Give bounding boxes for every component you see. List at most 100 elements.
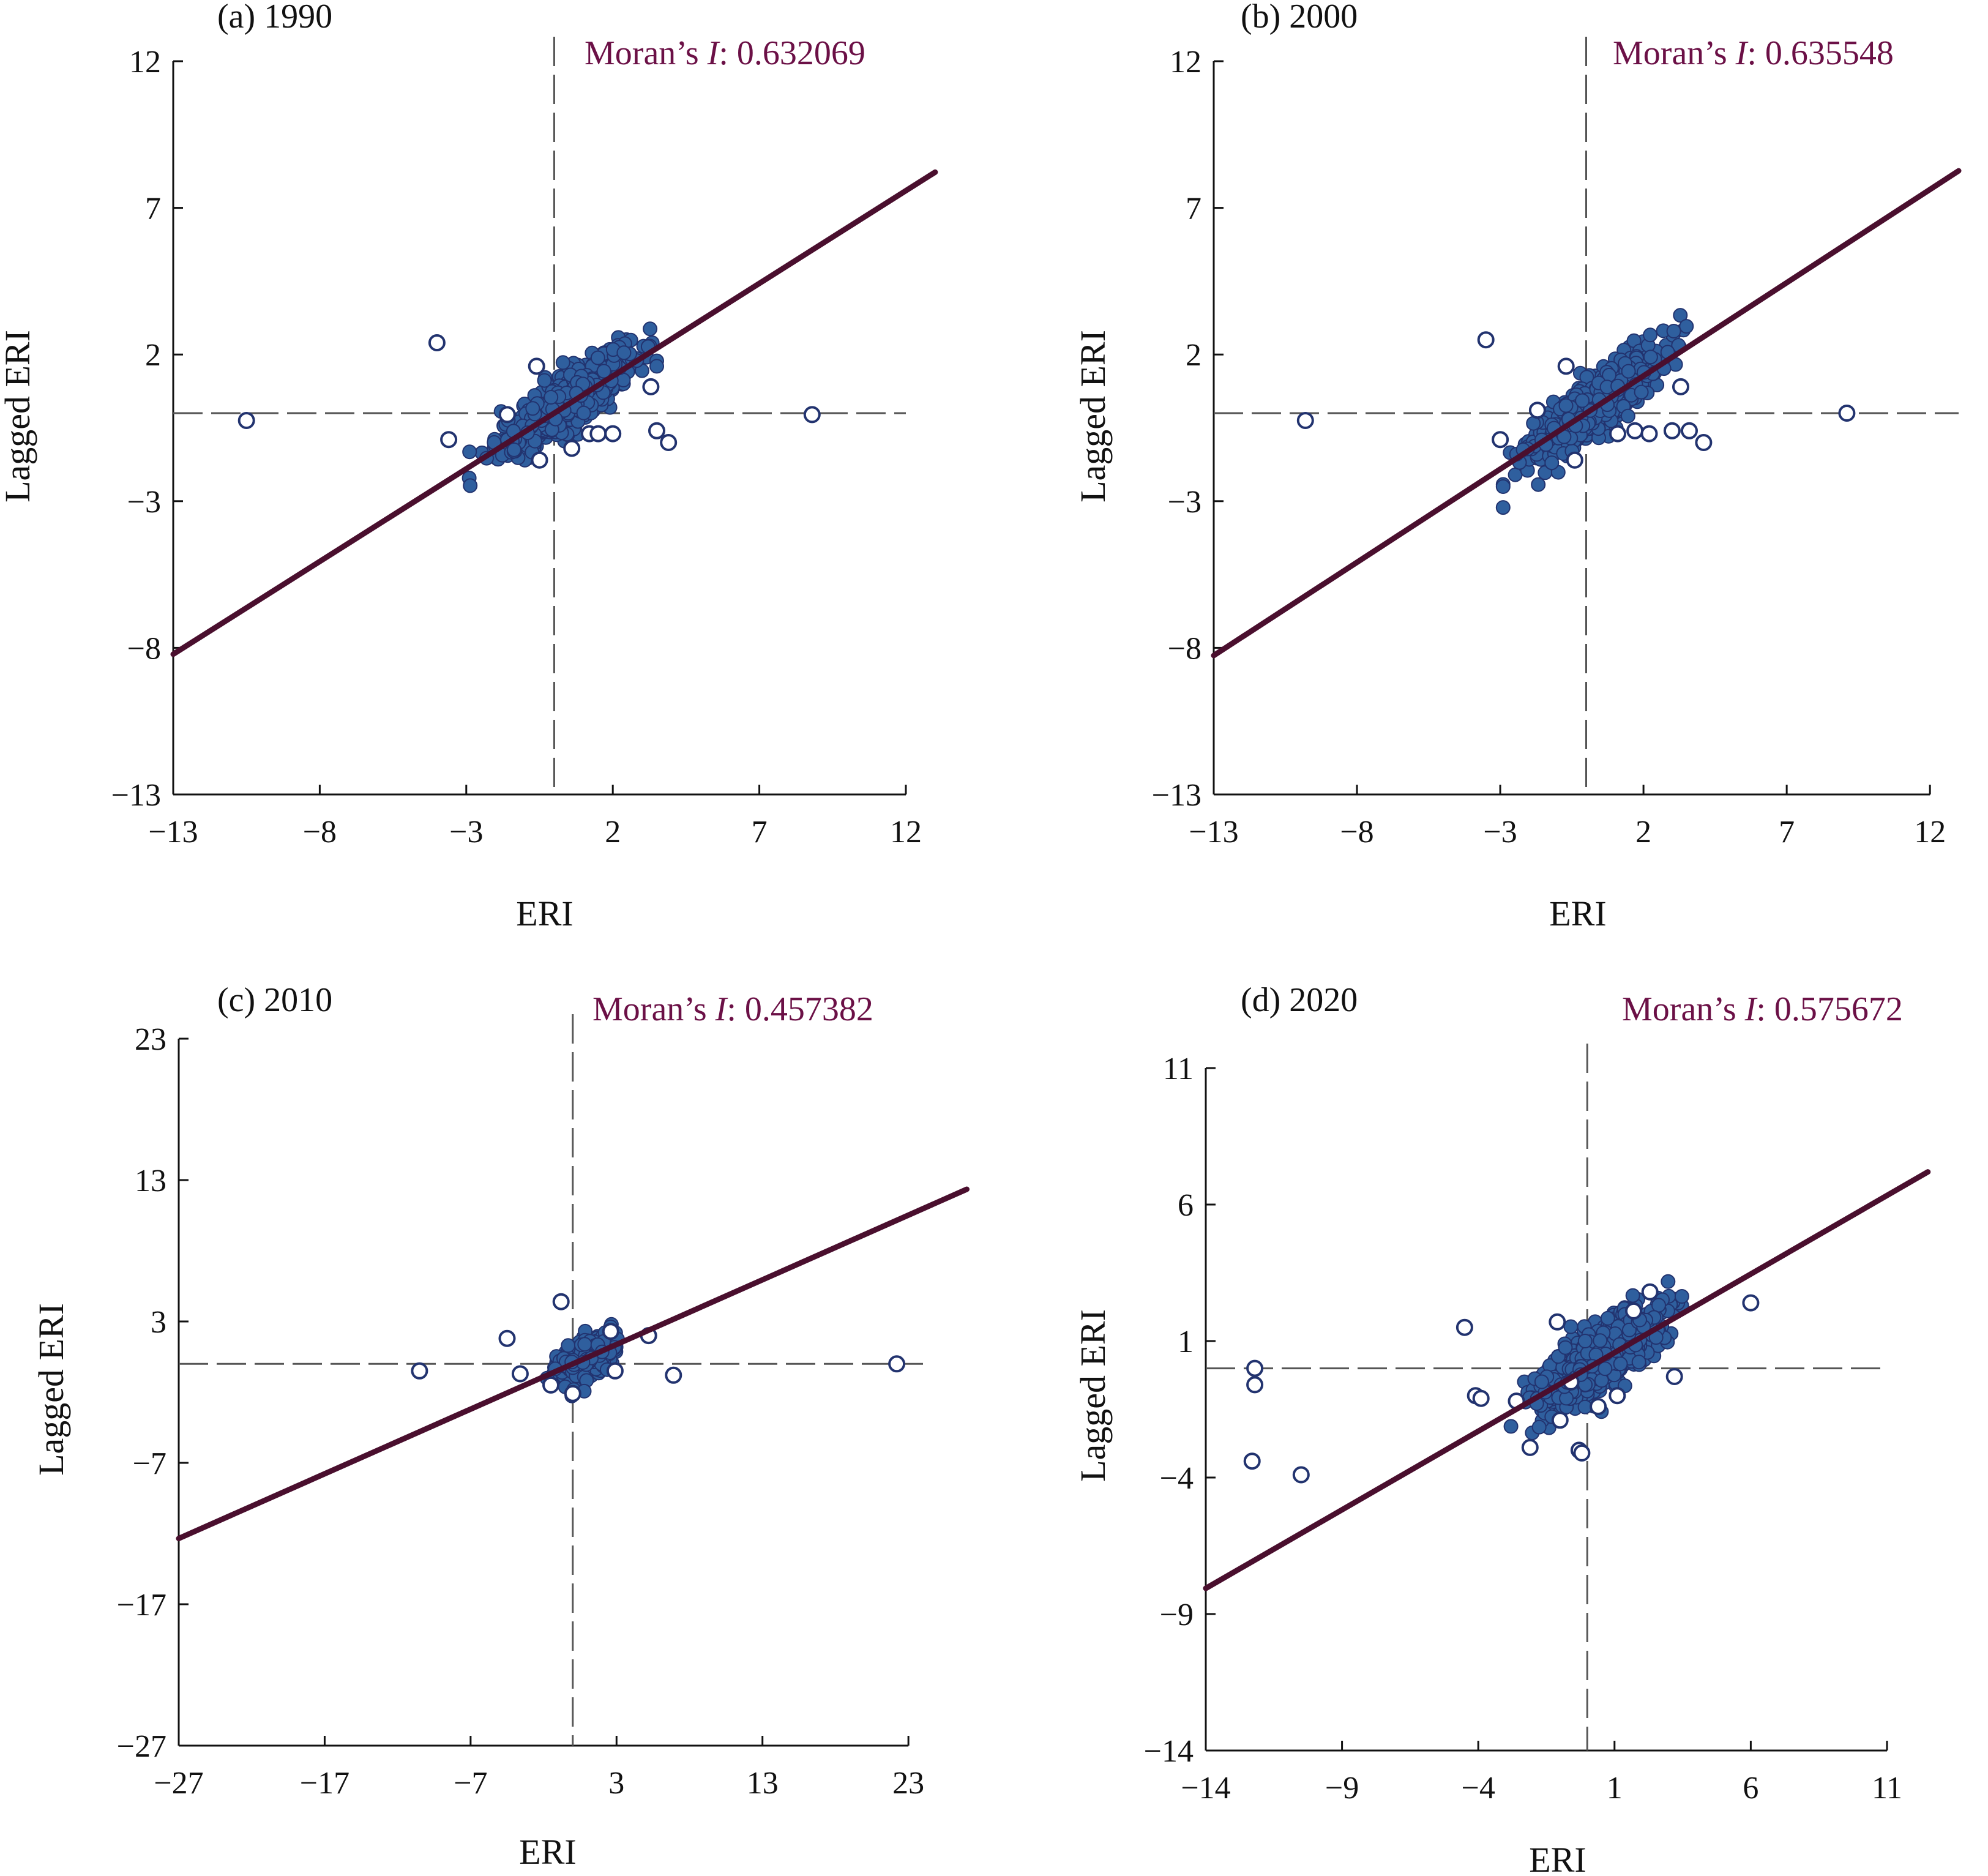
y-tick-label: 6 xyxy=(1178,1188,1194,1223)
x-tick-label: 7 xyxy=(752,815,768,850)
data-point xyxy=(1661,1274,1676,1289)
data-point xyxy=(1577,1334,1593,1348)
x-axis-title: ERI xyxy=(1529,1840,1586,1876)
x-tick-label: −7 xyxy=(454,1766,487,1801)
x-axis-title: ERI xyxy=(516,894,573,933)
outlier-point xyxy=(589,425,607,443)
data-point xyxy=(1593,1333,1608,1348)
outlier-point xyxy=(528,357,545,375)
outlier-point xyxy=(660,434,678,451)
x-tick-label: −9 xyxy=(1325,1771,1359,1806)
morans-i-label: Moran’s I: 0.632069 xyxy=(585,34,865,72)
y-tick-label: 7 xyxy=(1186,192,1201,226)
y-tick-label: −9 xyxy=(1160,1598,1194,1632)
data-point xyxy=(1495,500,1511,515)
outlier-point xyxy=(411,1362,428,1380)
data-point xyxy=(462,444,477,460)
outlier-point xyxy=(1477,331,1495,349)
x-tick-label: −8 xyxy=(1340,815,1373,850)
data-point xyxy=(643,321,658,337)
outlier-point xyxy=(1681,422,1698,439)
outlier-point xyxy=(1566,451,1583,469)
outlier-point xyxy=(1742,1294,1760,1312)
x-axis-title: ERI xyxy=(1549,894,1606,933)
outlier-point xyxy=(1528,402,1546,419)
outlier-point xyxy=(1296,412,1314,429)
x-tick-label: −14 xyxy=(1181,1771,1230,1806)
data-point xyxy=(1600,1310,1615,1326)
outlier-point xyxy=(604,425,622,443)
outlier-point xyxy=(1472,1389,1490,1407)
outlier-point xyxy=(1246,1376,1264,1394)
data-point xyxy=(555,355,570,370)
y-tick-label: 11 xyxy=(1163,1052,1194,1086)
data-point xyxy=(1597,1361,1613,1377)
morans-i-label: Moran’s I: 0.457382 xyxy=(592,990,873,1028)
outlier-point xyxy=(1640,425,1658,443)
y-tick-label: 12 xyxy=(129,45,161,80)
outlier-point xyxy=(665,1366,682,1384)
outlier-point xyxy=(1626,422,1644,439)
axes: 11 6 1 −4 −9 −14−14 −9 −4 1 6 11 xyxy=(1144,1052,1902,1806)
scatter-points xyxy=(411,1293,906,1403)
outlier-point xyxy=(564,1385,581,1402)
y-tick-label: −14 xyxy=(1144,1734,1194,1769)
data-point xyxy=(1666,324,1681,338)
y-tick-label: −13 xyxy=(111,778,161,813)
axes: 12 7 2 −3 −8 −13−13 −8 −3 2 7 12 xyxy=(1152,45,1946,850)
x-tick-label: 1 xyxy=(1607,1771,1623,1806)
regression-line xyxy=(170,169,938,657)
x-tick-label: −13 xyxy=(1189,815,1238,850)
y-axis-title: Lagged ERI xyxy=(1073,330,1113,503)
panel-title: (c) 2010 xyxy=(217,981,332,1019)
outlier-point xyxy=(1641,1283,1659,1301)
y-tick-label: −13 xyxy=(1152,778,1201,813)
outlier-point xyxy=(1521,1438,1539,1456)
outlier-point xyxy=(552,1293,570,1310)
x-tick-label: 2 xyxy=(605,815,621,850)
y-tick-label: 7 xyxy=(145,192,161,226)
y-tick-label: −7 xyxy=(133,1446,166,1481)
panel-c-2010: (c) 2010 Moran’s I: 0.457382 ERI Lagged … xyxy=(31,981,970,1872)
morans-i-label: Moran’s I: 0.635548 xyxy=(1613,34,1894,72)
x-tick-label: −4 xyxy=(1462,1771,1495,1806)
outlier-point xyxy=(1625,1302,1642,1320)
data-point xyxy=(616,345,632,361)
x-tick-label: 2 xyxy=(1635,815,1651,850)
y-tick-label: 2 xyxy=(1186,338,1201,373)
y-tick-label: −3 xyxy=(1168,485,1201,520)
y-tick-label: 1 xyxy=(1178,1325,1194,1359)
outlier-point xyxy=(1590,1398,1607,1415)
data-point xyxy=(1495,479,1511,494)
data-point xyxy=(1651,1298,1666,1313)
outlier-point xyxy=(511,1365,529,1383)
outlier-point xyxy=(803,406,821,424)
data-point xyxy=(596,364,611,379)
outlier-point xyxy=(648,422,665,439)
data-point xyxy=(577,1337,592,1352)
data-point xyxy=(590,350,605,365)
panel-title: (d) 2020 xyxy=(1241,981,1358,1019)
outlier-point xyxy=(1246,1359,1264,1377)
regression-line xyxy=(1203,1169,1931,1591)
panel-d-2020: (d) 2020 Moran’s I: 0.575672 ERI Lagged … xyxy=(1073,981,1931,1876)
data-point xyxy=(1613,1356,1628,1372)
y-tick-label: −4 xyxy=(1160,1461,1194,1496)
x-tick-label: −8 xyxy=(303,815,337,850)
data-point xyxy=(649,359,664,374)
data-point xyxy=(1575,393,1590,408)
x-tick-label: 12 xyxy=(1914,815,1946,850)
outlier-point xyxy=(602,1323,619,1340)
outlier-point xyxy=(642,378,660,395)
outlier-point xyxy=(1695,434,1713,451)
outlier-point xyxy=(888,1355,906,1373)
y-tick-label: −17 xyxy=(117,1588,166,1623)
outlier-point xyxy=(542,1376,559,1394)
x-tick-label: 3 xyxy=(608,1766,624,1801)
outlier-point xyxy=(1292,1466,1310,1484)
outlier-point xyxy=(1672,378,1689,395)
x-tick-label: −13 xyxy=(148,815,198,850)
scatter-points xyxy=(237,321,821,493)
outlier-point xyxy=(563,439,581,457)
x-tick-label: 11 xyxy=(1872,1771,1902,1806)
